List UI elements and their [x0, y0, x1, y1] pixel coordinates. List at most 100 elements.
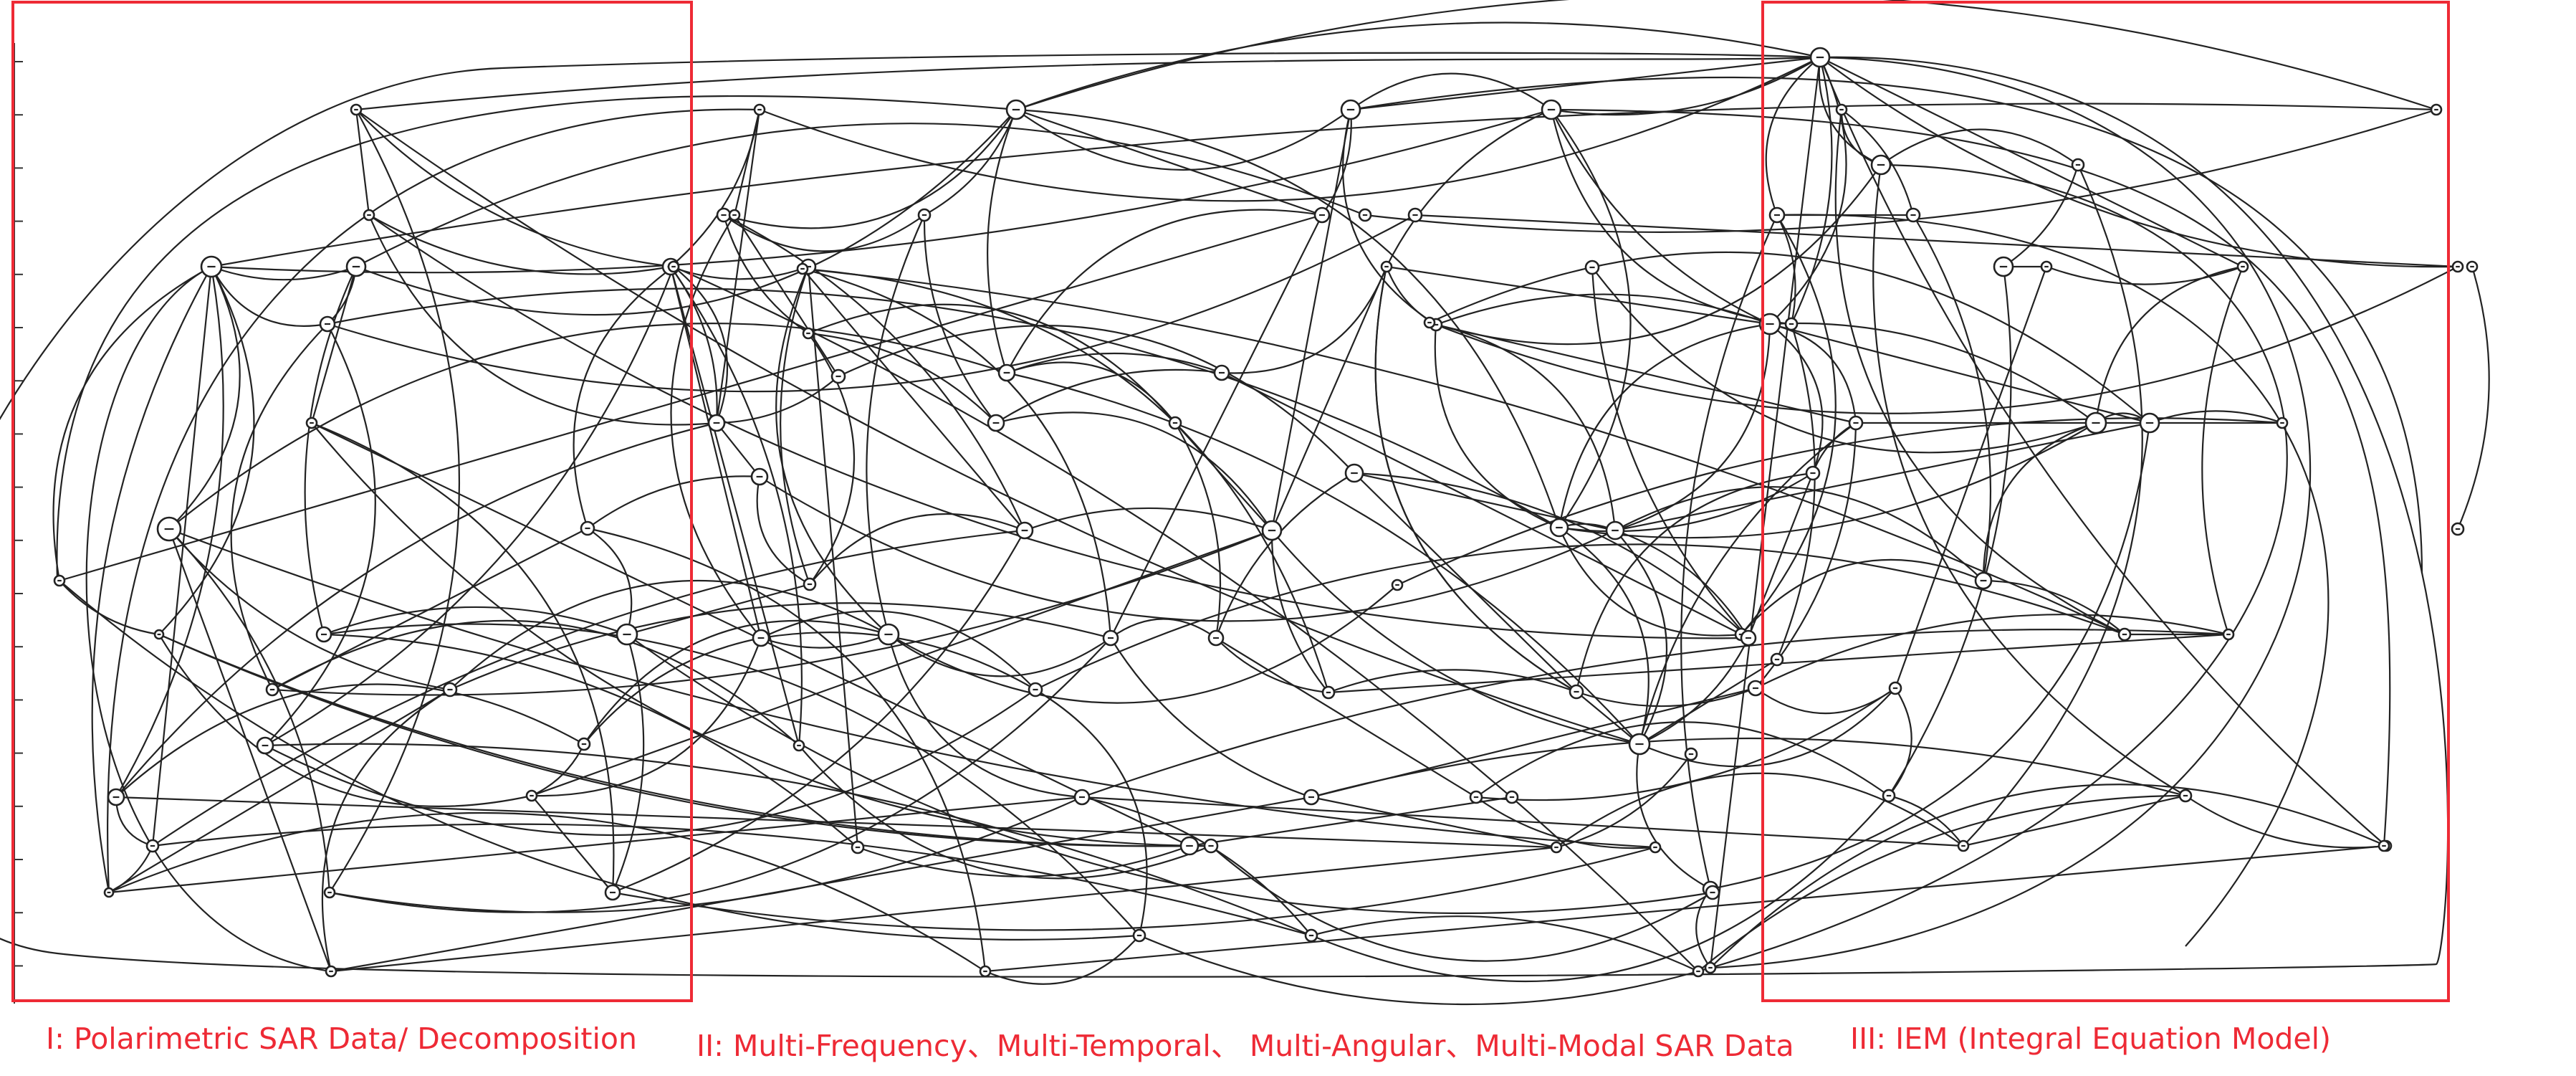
network-node: [1304, 928, 1318, 943]
network-node: [1028, 682, 1043, 698]
network-edge: [1614, 530, 1668, 745]
network-edge: [1139, 934, 1711, 1006]
network-edge: [1769, 323, 2150, 424]
network-node: [750, 467, 769, 486]
network-edge: [1551, 108, 2391, 847]
network-node: [802, 327, 815, 340]
network-edge: [1710, 784, 2387, 968]
network-node: [877, 623, 900, 646]
network-edge: [756, 476, 810, 585]
network-node: [1584, 260, 1600, 275]
network-node: [145, 839, 160, 853]
network-node: [53, 574, 66, 587]
network-edge: [1435, 323, 1617, 531]
network-node: [107, 788, 125, 806]
left-axis: [14, 43, 23, 1004]
network-node: [1705, 885, 1720, 900]
network-node: [1391, 579, 1404, 591]
network-node: [577, 737, 591, 751]
network-edge: [0, 52, 2449, 978]
network-edge: [1434, 324, 1560, 529]
network-node: [796, 262, 809, 275]
network-edge: [759, 476, 1616, 622]
network-edge: [807, 266, 859, 848]
network-edge: [108, 845, 154, 893]
network-node: [525, 789, 538, 802]
network-edge: [115, 796, 1557, 849]
network-edge: [626, 634, 1713, 915]
network-node: [1213, 364, 1230, 381]
network-node: [793, 739, 805, 752]
network-edge: [1614, 529, 1749, 639]
network-edge: [108, 811, 986, 972]
network-edge: [612, 530, 1025, 894]
network-edge: [1015, 109, 1351, 171]
network-node: [1805, 465, 1821, 481]
network-edge: [1189, 796, 1513, 847]
network-edge: [760, 632, 1036, 690]
network-node: [265, 682, 279, 697]
network-edge: [1311, 687, 1756, 799]
network-edge: [230, 323, 328, 690]
network-node: [323, 886, 336, 899]
network-edge: [368, 214, 671, 275]
network-edge: [272, 529, 1273, 696]
network-edge: [887, 634, 1083, 799]
network-node: [803, 577, 817, 591]
network-node: [851, 840, 865, 854]
network-edge: [1221, 266, 1388, 374]
network-edge: [1006, 209, 1323, 373]
network-edge: [995, 411, 1273, 531]
network-edge: [1081, 629, 2229, 799]
network-node: [2451, 260, 2464, 273]
network-edge: [368, 214, 717, 426]
network-edge: [808, 303, 1176, 424]
network-edge: [56, 95, 1017, 581]
network-edge: [1006, 352, 1222, 374]
network-edge: [587, 527, 987, 972]
network-edge: [323, 623, 1140, 936]
network-edge: [168, 528, 451, 691]
network-edge: [115, 266, 224, 798]
network-edge: [168, 528, 1656, 849]
network-edge: [323, 606, 628, 636]
network-node: [256, 736, 274, 755]
network-edge: [1342, 109, 1437, 325]
network-node: [1848, 415, 1864, 431]
network-edge: [168, 266, 241, 530]
network-edge: [355, 109, 370, 216]
network-node: [2222, 628, 2235, 641]
network-node: [1549, 518, 1569, 538]
cluster-box-I: [11, 1, 693, 1002]
network-edge: [1350, 56, 1821, 111]
network-edge: [327, 214, 1416, 393]
network-node: [1550, 841, 1563, 854]
network-edge: [108, 689, 451, 893]
network-edge: [734, 214, 839, 377]
network-edge: [780, 266, 811, 585]
network-node: [1102, 629, 1119, 647]
network-edge: [670, 214, 762, 639]
network-edge: [168, 528, 332, 972]
network-edge: [1872, 164, 2186, 796]
network-node: [1423, 316, 1436, 329]
network-edge: [168, 528, 331, 893]
network-edge: [355, 123, 1366, 267]
network-edge: [1221, 372, 1749, 639]
network-edge: [723, 214, 925, 252]
network-node: [1541, 99, 1562, 120]
network-edge: [1015, 22, 1821, 111]
network-edge: [310, 266, 358, 424]
network-edge: [587, 528, 633, 635]
network-edge: [211, 103, 2437, 268]
network-node: [305, 416, 318, 429]
network-edge: [1110, 637, 1312, 799]
network-node: [1179, 836, 1200, 856]
network-edge: [987, 109, 1018, 373]
network-node: [153, 629, 165, 640]
network-node: [1207, 629, 1225, 647]
network-edge: [759, 57, 1821, 202]
network-edge: [808, 333, 856, 585]
network-edge: [355, 109, 1017, 316]
network-edge: [1035, 543, 2125, 690]
